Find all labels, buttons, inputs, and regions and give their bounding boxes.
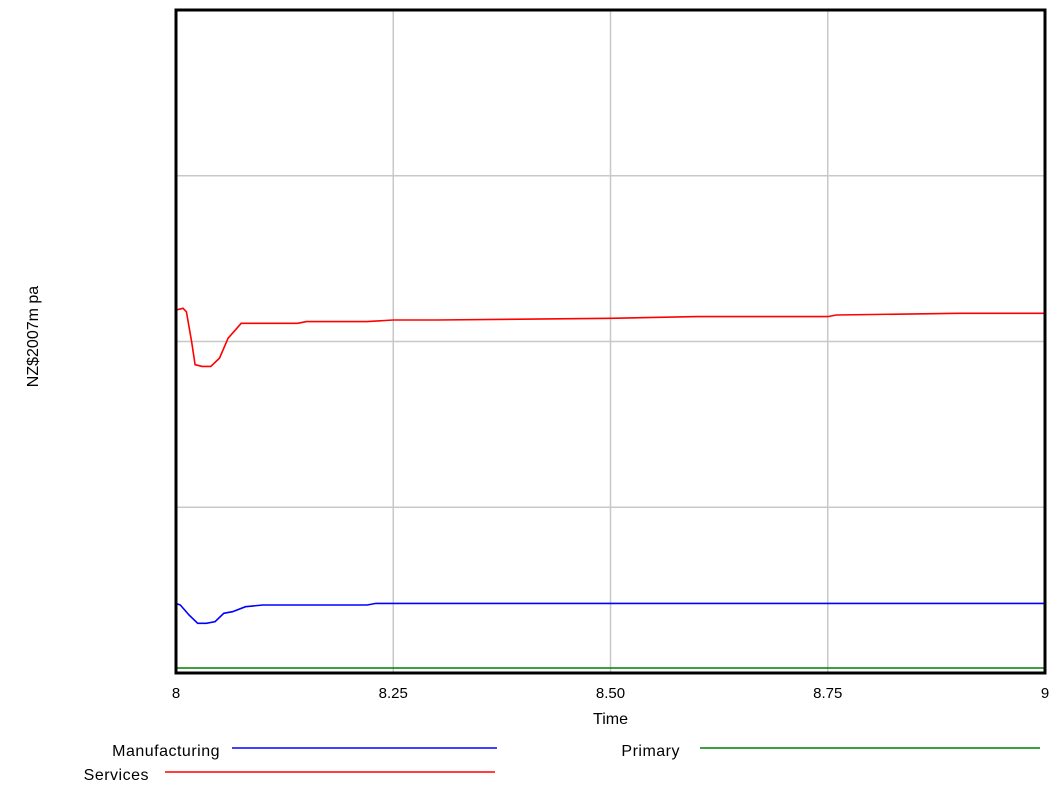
legend-item: Primary: [621, 743, 1040, 760]
x-tick-label: 8.25: [379, 685, 408, 702]
x-tick-label: 8.75: [813, 685, 842, 702]
y-axis-label: NZ$2007m pa: [25, 286, 42, 387]
legend: Manufacturing Primary Services: [84, 743, 1040, 784]
legend-label: Services: [84, 767, 149, 784]
grid: [176, 10, 1045, 673]
series-line-services: [175, 307, 1045, 368]
series-layer: [175, 307, 1045, 669]
x-axis-label: Time: [593, 711, 628, 728]
legend-label: Primary: [621, 743, 680, 760]
legend-label: Manufacturing: [112, 743, 220, 760]
series-line-manufacturing: [175, 602, 1045, 625]
x-tick-label: 8: [172, 685, 180, 702]
legend-item: Services: [84, 767, 495, 784]
legend-item: Manufacturing: [112, 743, 497, 760]
plot-frame: [174, 8, 1047, 675]
x-tick-label: 9: [1041, 685, 1049, 702]
x-tick-labels: 8 8.25 8.50 8.75 9: [172, 685, 1049, 702]
x-tick-label: 8.50: [596, 685, 625, 702]
